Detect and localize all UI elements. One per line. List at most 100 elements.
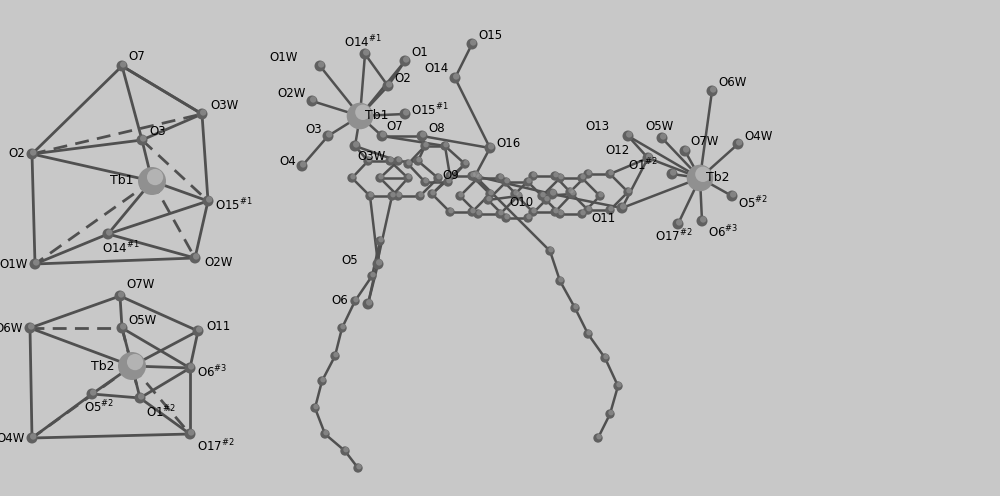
Circle shape	[608, 170, 614, 176]
Circle shape	[555, 209, 565, 219]
Circle shape	[393, 191, 403, 201]
Circle shape	[300, 161, 306, 168]
Circle shape	[555, 276, 565, 286]
Text: O6$^{\#3}$: O6$^{\#3}$	[197, 364, 227, 380]
Circle shape	[476, 174, 482, 180]
Circle shape	[670, 169, 676, 176]
Circle shape	[333, 352, 339, 358]
Circle shape	[87, 388, 98, 399]
Circle shape	[120, 62, 126, 67]
Circle shape	[470, 208, 476, 213]
Circle shape	[317, 376, 327, 386]
Circle shape	[386, 81, 392, 88]
Circle shape	[445, 207, 455, 217]
Circle shape	[458, 192, 464, 197]
Circle shape	[608, 206, 614, 211]
Circle shape	[586, 170, 592, 176]
Circle shape	[593, 434, 603, 442]
Circle shape	[598, 192, 604, 197]
Circle shape	[683, 146, 689, 153]
Circle shape	[368, 192, 374, 197]
Circle shape	[605, 205, 615, 215]
Circle shape	[531, 208, 537, 213]
Circle shape	[565, 187, 575, 197]
Circle shape	[118, 291, 124, 298]
Circle shape	[577, 173, 587, 183]
Circle shape	[440, 141, 450, 151]
Text: O4W: O4W	[0, 432, 25, 444]
Circle shape	[600, 353, 610, 363]
Circle shape	[353, 297, 359, 303]
Circle shape	[200, 109, 206, 116]
Circle shape	[367, 271, 377, 281]
Circle shape	[355, 105, 371, 120]
Text: O15$^{\#1}$: O15$^{\#1}$	[215, 197, 253, 213]
Circle shape	[544, 196, 550, 201]
Circle shape	[498, 174, 504, 180]
Circle shape	[396, 192, 402, 197]
Circle shape	[537, 191, 547, 201]
Circle shape	[320, 377, 326, 382]
Circle shape	[513, 191, 523, 201]
Circle shape	[466, 39, 478, 50]
Circle shape	[416, 157, 422, 162]
Circle shape	[583, 169, 593, 179]
Circle shape	[446, 178, 452, 184]
Text: O3W: O3W	[210, 100, 238, 113]
Text: O10: O10	[510, 196, 534, 209]
Circle shape	[388, 157, 394, 162]
Circle shape	[550, 171, 560, 181]
Circle shape	[127, 354, 143, 370]
Circle shape	[596, 434, 602, 439]
Circle shape	[453, 73, 459, 80]
Circle shape	[330, 351, 340, 361]
Circle shape	[356, 464, 362, 469]
Circle shape	[687, 165, 713, 191]
Circle shape	[378, 174, 384, 180]
Text: O2W: O2W	[278, 87, 306, 101]
Circle shape	[642, 152, 654, 164]
Circle shape	[553, 172, 559, 178]
Circle shape	[433, 173, 443, 183]
Circle shape	[583, 205, 593, 215]
Circle shape	[523, 178, 533, 186]
Circle shape	[577, 209, 587, 219]
Circle shape	[553, 208, 559, 213]
Circle shape	[314, 61, 326, 71]
Circle shape	[202, 195, 214, 206]
Circle shape	[420, 178, 430, 186]
Circle shape	[706, 85, 718, 97]
Circle shape	[455, 191, 465, 201]
Circle shape	[558, 210, 564, 215]
Circle shape	[516, 192, 522, 197]
Circle shape	[134, 392, 146, 404]
Circle shape	[190, 252, 200, 263]
Text: O16: O16	[496, 137, 520, 150]
Circle shape	[196, 109, 208, 120]
Circle shape	[495, 209, 505, 219]
Circle shape	[445, 171, 455, 181]
Text: O6W: O6W	[0, 321, 23, 334]
Circle shape	[558, 277, 564, 282]
Circle shape	[710, 86, 716, 93]
Text: O5$^{\#2}$: O5$^{\#2}$	[84, 399, 114, 415]
Text: O14$^{\#1}$: O14$^{\#1}$	[102, 240, 140, 256]
Text: O13: O13	[586, 121, 610, 133]
Circle shape	[510, 189, 520, 199]
Circle shape	[347, 103, 373, 129]
Circle shape	[33, 259, 39, 266]
Circle shape	[375, 173, 385, 183]
Circle shape	[375, 236, 385, 246]
Circle shape	[188, 429, 194, 435]
Text: O6: O6	[331, 294, 348, 307]
Circle shape	[586, 330, 592, 335]
Circle shape	[570, 190, 576, 195]
Text: O7W: O7W	[126, 278, 154, 292]
Circle shape	[695, 167, 711, 182]
Circle shape	[366, 299, 372, 306]
Circle shape	[550, 189, 556, 195]
Circle shape	[340, 324, 346, 329]
Circle shape	[362, 299, 374, 310]
Circle shape	[680, 145, 690, 157]
Text: O12: O12	[606, 144, 630, 158]
